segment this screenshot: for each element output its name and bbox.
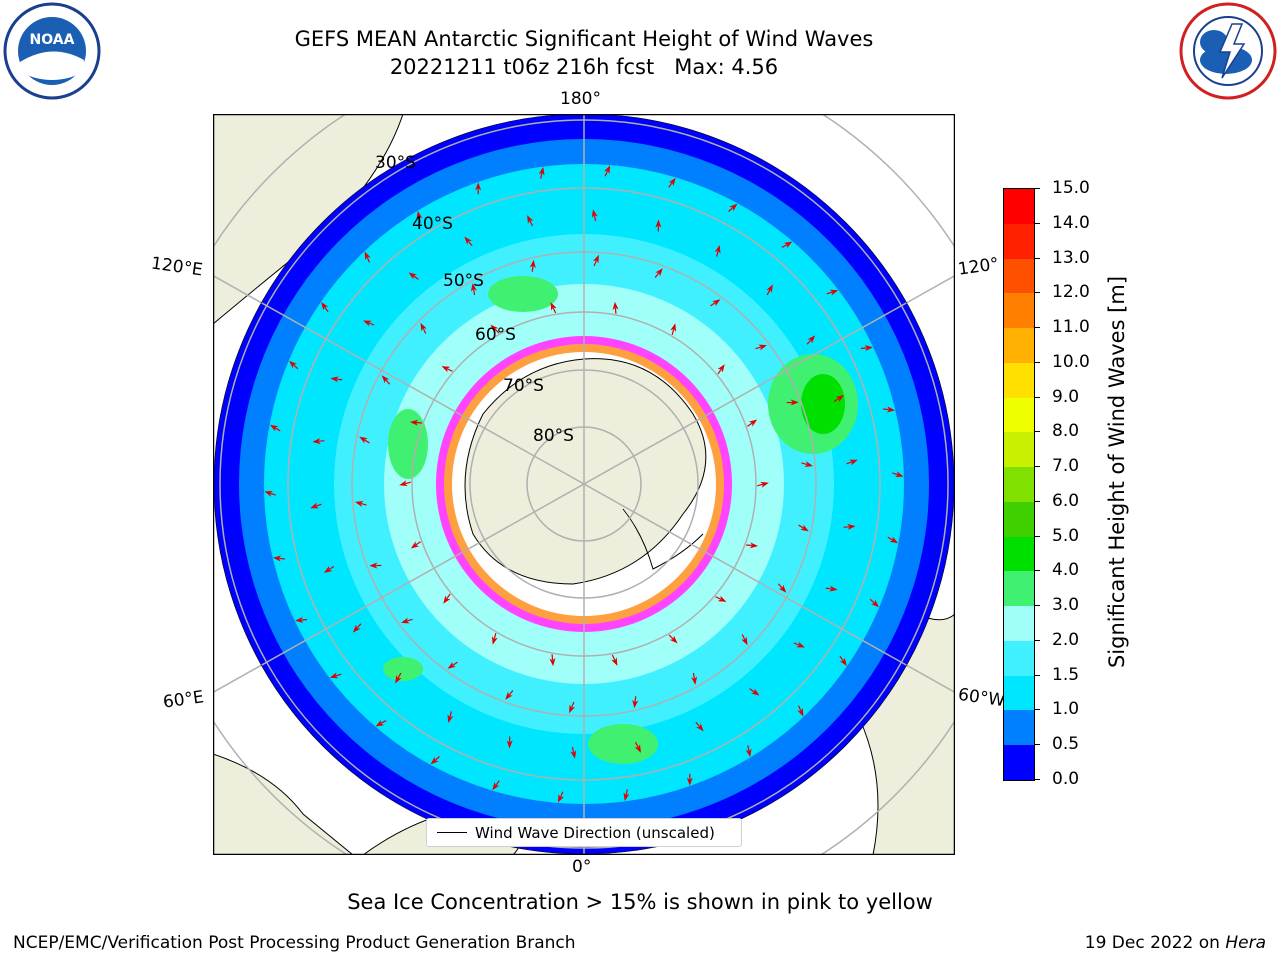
date-footer: 19 Dec 2022 on Hera xyxy=(1085,933,1266,953)
colorbar-band xyxy=(1004,363,1034,398)
colorbar-tick-mark xyxy=(1034,258,1040,259)
machine-name: Hera xyxy=(1225,933,1266,953)
noaa-logo-text: NOAA xyxy=(30,32,75,48)
colorbar-band xyxy=(1004,224,1034,259)
lat-label-30s: 30°S xyxy=(375,153,416,173)
colorbar-tick-label: 4.0 xyxy=(1052,560,1079,580)
polar-map: 30°S 40°S 50°S 60°S 70°S 80°S xyxy=(213,114,955,855)
colorbar-tick-label: 1.5 xyxy=(1052,665,1079,685)
colorbar-tick-mark xyxy=(1034,501,1040,502)
lat-label-40s: 40°S xyxy=(412,214,453,234)
map-legend: Wind Wave Direction (unscaled) xyxy=(426,818,742,847)
colorbar-tick-mark xyxy=(1034,709,1040,710)
legend-label: Wind Wave Direction (unscaled) xyxy=(475,824,715,842)
colorbar-band xyxy=(1004,676,1034,711)
colorbar-tick-label: 9.0 xyxy=(1052,387,1079,407)
lat-label-80s: 80°S xyxy=(533,426,574,446)
colorbar-tick-label: 14.0 xyxy=(1052,213,1090,233)
colorbar-tick-label: 5.0 xyxy=(1052,526,1079,546)
colorbar-band xyxy=(1004,502,1034,537)
lat-label-60s: 60°S xyxy=(475,325,516,345)
colorbar-tick-label: 15.0 xyxy=(1052,178,1090,198)
lat-label-50s: 50°S xyxy=(443,271,484,291)
nws-logo xyxy=(1178,2,1278,100)
colorbar-band xyxy=(1004,571,1034,606)
colorbar-band xyxy=(1004,398,1034,433)
legend-line-swatch xyxy=(437,832,467,833)
colorbar-tick-mark xyxy=(1034,362,1040,363)
chart-subtitle: 20221211 t06z 216h fcst Max: 4.56 xyxy=(0,55,1168,79)
colorbar-tick-label: 12.0 xyxy=(1052,282,1090,302)
colorbar-tick-mark xyxy=(1034,570,1040,571)
credit-footer: NCEP/EMC/Verification Post Processing Pr… xyxy=(13,933,576,953)
colorbar-band xyxy=(1004,293,1034,328)
colorbar-tick-label: 13.0 xyxy=(1052,248,1090,268)
colorbar-tick-label: 10.0 xyxy=(1052,352,1090,372)
colorbar-tick-label: 2.0 xyxy=(1052,630,1079,650)
date-text: 19 Dec 2022 on xyxy=(1085,933,1226,953)
colorbar-tick-mark xyxy=(1034,431,1040,432)
colorbar-band xyxy=(1004,745,1034,780)
colorbar-band xyxy=(1004,467,1034,502)
lon-label-120w: 120° xyxy=(957,254,1000,280)
noaa-logo: NOAA xyxy=(2,2,102,100)
colorbar-tick-label: 11.0 xyxy=(1052,317,1090,337)
colorbar xyxy=(1003,188,1035,781)
colorbar-tick-mark xyxy=(1034,188,1040,189)
colorbar-tick-mark xyxy=(1034,744,1040,745)
lon-label-60e: 60°E xyxy=(162,687,205,712)
colorbar-band xyxy=(1004,641,1034,676)
colorbar-tick-mark xyxy=(1034,223,1040,224)
colorbar-tick-label: 0.5 xyxy=(1052,734,1079,754)
colorbar-band xyxy=(1004,259,1034,294)
colorbar-tick-label: 0.0 xyxy=(1052,769,1079,789)
sea-ice-note: Sea Ice Concentration > 15% is shown in … xyxy=(0,890,1280,914)
chart-title: GEFS MEAN Antarctic Significant Height o… xyxy=(0,27,1168,51)
colorbar-tick-label: 7.0 xyxy=(1052,456,1079,476)
lon-label-0: 0° xyxy=(572,857,591,877)
colorbar-band xyxy=(1004,432,1034,467)
colorbar-band xyxy=(1004,537,1034,572)
colorbar-tick-mark xyxy=(1034,675,1040,676)
colorbar-tick-label: 3.0 xyxy=(1052,595,1079,615)
colorbar-tick-mark xyxy=(1034,466,1040,467)
lon-label-120e: 120°E xyxy=(150,253,204,280)
lon-label-60w: 60°W xyxy=(957,685,1006,711)
colorbar-tick-mark xyxy=(1034,292,1040,293)
colorbar-band xyxy=(1004,710,1034,745)
colorbar-tick-mark xyxy=(1034,779,1040,780)
colorbar-band xyxy=(1004,189,1034,224)
colorbar-tick-label: 6.0 xyxy=(1052,491,1079,511)
colorbar-label: Significant Height of Wind Waves [m] xyxy=(1104,242,1130,702)
colorbar-tick-mark xyxy=(1034,536,1040,537)
colorbar-tick-mark xyxy=(1034,327,1040,328)
colorbar-tick-label: 8.0 xyxy=(1052,421,1079,441)
colorbar-tick-mark xyxy=(1034,397,1040,398)
colorbar-tick-mark xyxy=(1034,640,1040,641)
colorbar-band xyxy=(1004,606,1034,641)
colorbar-tick-label: 1.0 xyxy=(1052,699,1079,719)
colorbar-band xyxy=(1004,328,1034,363)
lon-label-180: 180° xyxy=(560,89,601,109)
lat-label-70s: 70°S xyxy=(503,376,544,396)
colorbar-tick-mark xyxy=(1034,605,1040,606)
